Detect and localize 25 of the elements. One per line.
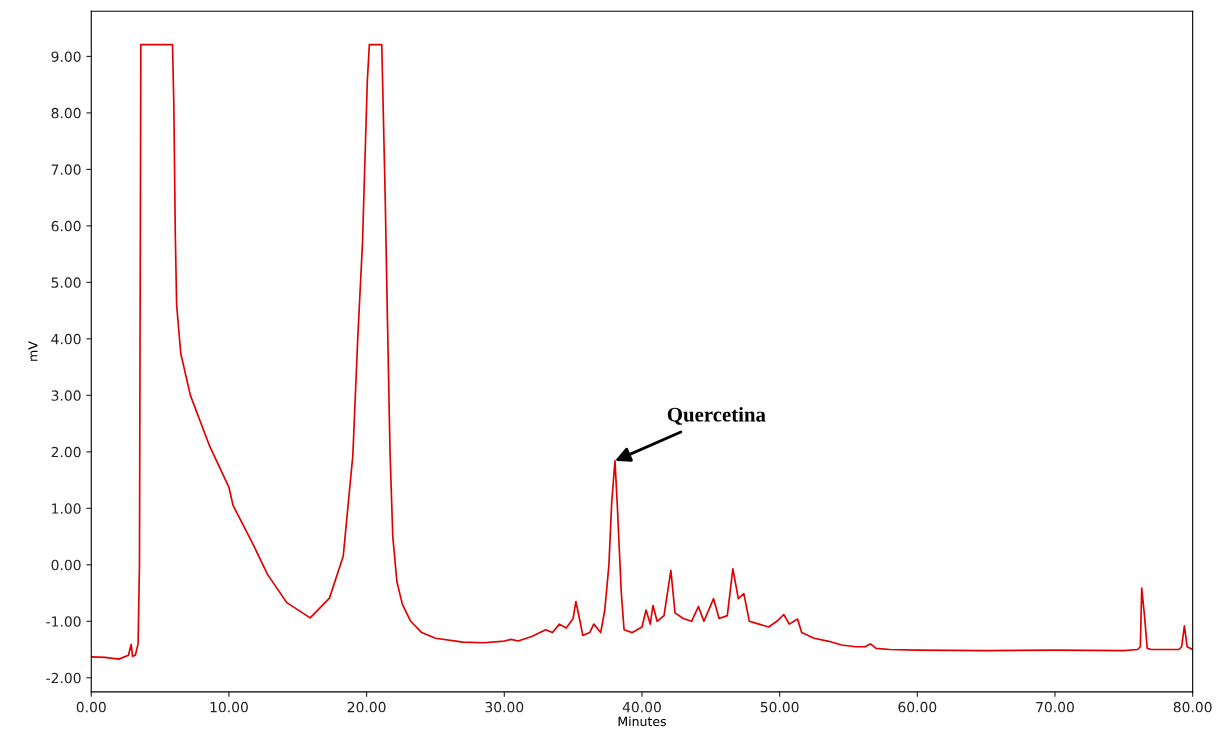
x-tick-label: 0.00: [76, 701, 106, 713]
y-tick-label: 4.00: [51, 333, 81, 345]
y-tick-label: -2.00: [46, 672, 81, 684]
y-tick-label: 3.00: [51, 390, 81, 401]
y-tick-label: 7.00: [51, 164, 81, 175]
x-axis-title: Minutes: [618, 716, 666, 727]
y-tick-label: 9.00: [51, 51, 81, 62]
y-tick-label: 8.00: [51, 107, 81, 119]
y-tick-label: -1.00: [46, 616, 81, 627]
y-axis-title: mV: [28, 341, 38, 361]
y-tick-label: 0.00: [51, 559, 81, 571]
y-tick-label: 5.00: [51, 277, 81, 288]
annotation: Quercetina: [667, 406, 766, 425]
x-tick-label: 70.00: [1036, 701, 1074, 713]
y-tick-label: 6.00: [51, 220, 81, 232]
x-tick-label: 30.00: [485, 701, 524, 713]
x-tick-label: 80.00: [1173, 701, 1212, 713]
x-tick-label: 20.00: [347, 701, 386, 713]
x-tick-label: 40.00: [622, 701, 661, 713]
x-tick-label: 50.00: [760, 701, 799, 713]
line-series: [91, 43, 1193, 660]
x-tick-label: 60.00: [898, 701, 937, 713]
y-tick-label: 1.00: [52, 503, 81, 514]
x-tick-label: 10.00: [210, 701, 248, 713]
y-tick-label: 2.00: [51, 446, 81, 458]
